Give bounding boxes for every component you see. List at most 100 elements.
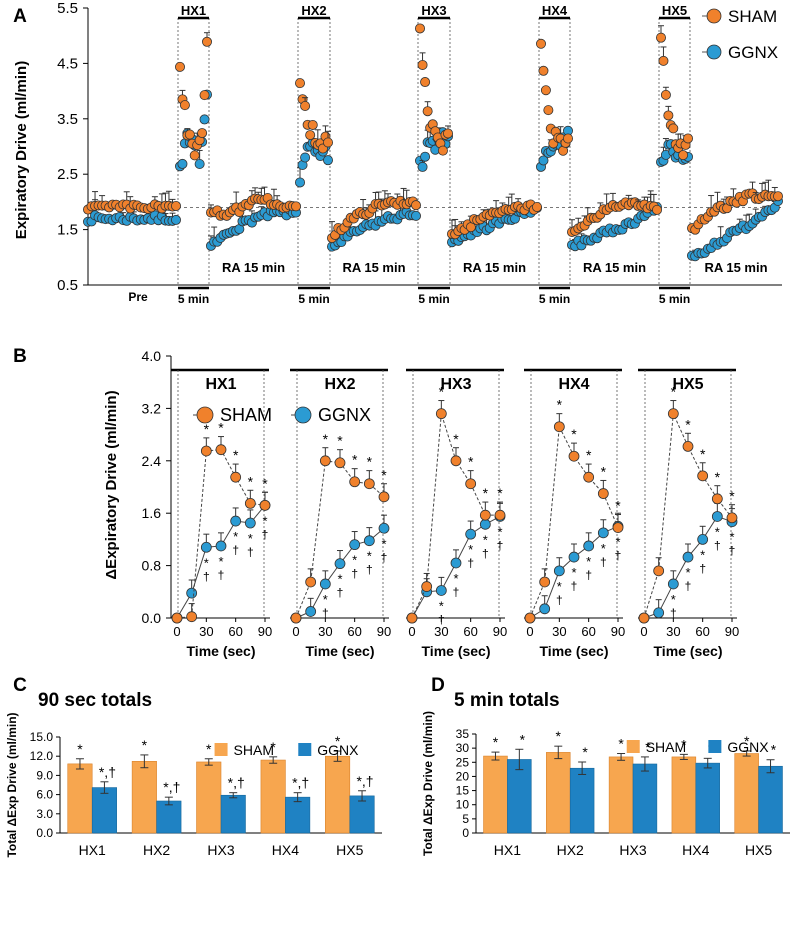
dagger-marker: † <box>203 569 210 583</box>
ggnx-point <box>199 114 210 125</box>
y-tick-label: 35 <box>456 727 470 741</box>
sham-point <box>363 478 375 490</box>
x-tick-label: HX5 <box>745 842 772 858</box>
ggnx-point <box>200 541 212 553</box>
significance-marker: * <box>571 426 577 442</box>
sham-point <box>597 488 609 499</box>
hx-label: HX5 <box>662 3 687 18</box>
sham-point <box>230 471 242 483</box>
sham-point <box>410 200 421 211</box>
significance-marker: * <box>248 531 253 546</box>
five-min-label: 5 min <box>539 292 570 306</box>
sham-point <box>201 36 212 47</box>
significance-marker: * <box>497 524 502 539</box>
dagger-marker: † <box>218 568 225 582</box>
x-tick-label: HX2 <box>557 842 584 858</box>
five-min-label: 5 min <box>298 292 329 306</box>
y-axis-label: ΔExpiratory Drive (ml/min) <box>103 390 120 579</box>
dagger-marker: † <box>729 544 736 558</box>
hx-label: HX3 <box>421 3 446 18</box>
ggnx-point <box>186 587 198 599</box>
sham-point <box>538 65 549 76</box>
y-tick-label: 15 <box>456 784 470 798</box>
significance-marker: * <box>367 454 373 470</box>
y-tick-label: 2.5 <box>57 166 78 183</box>
dagger-marker: † <box>482 546 489 560</box>
y-tick-label: 4.5 <box>57 55 78 72</box>
x-tick-label: 90 <box>611 624 625 639</box>
y-axis-label: Expiratory Drive (ml/min) <box>13 61 30 239</box>
ggnx-point <box>378 522 390 534</box>
y-tick-label: 9.0 <box>36 768 53 782</box>
sham-point <box>300 100 311 111</box>
significance-marker: * <box>204 555 209 570</box>
sham-point <box>414 23 425 34</box>
y-tick-label: 5 <box>462 812 469 826</box>
significance-marker: * <box>248 473 254 489</box>
sham-bar <box>260 759 286 834</box>
dagger-marker: † <box>438 612 445 626</box>
sham-point <box>189 150 200 161</box>
x-tick-label: 60 <box>347 624 361 639</box>
x-tick-label: 30 <box>318 624 332 639</box>
significance-marker: * <box>618 736 624 752</box>
five-min-label: 5 min <box>418 292 449 306</box>
significance-marker: * <box>700 547 705 562</box>
ra-label: RA 15 min <box>704 260 767 275</box>
sham-point <box>653 565 665 577</box>
ggnx-bar <box>758 765 783 834</box>
x-axis-label: Time (sec) <box>540 643 609 659</box>
x-tick-label: 30 <box>666 624 680 639</box>
x-tick-label: 30 <box>434 624 448 639</box>
significance-marker: * <box>352 452 358 468</box>
ggnx-point <box>711 511 723 522</box>
y-axis-label: Total ΔExp Drive (ml/min) <box>5 712 19 857</box>
sham-point <box>171 612 183 624</box>
significance-marker: * <box>557 397 563 413</box>
sham-bar <box>608 756 634 834</box>
significance-marker: * <box>729 488 735 504</box>
ggnx-point <box>322 155 333 166</box>
significance-marker: * <box>233 447 239 463</box>
significance-marker: * <box>744 733 750 749</box>
ggnx-bar <box>91 787 117 834</box>
x-tick-label: HX2 <box>143 842 170 858</box>
sham-point <box>442 128 453 139</box>
dagger-marker: † <box>685 579 692 593</box>
sham-point <box>184 129 195 140</box>
panel-letter: B <box>13 346 27 367</box>
ra-label: RA 15 min <box>583 260 646 275</box>
significance-marker: * <box>601 541 606 556</box>
significance-marker: * <box>204 421 210 437</box>
legend-swatch-sham <box>214 743 228 756</box>
significance-marker: * <box>77 741 83 757</box>
sham-point <box>524 612 536 624</box>
sham-point <box>553 421 565 433</box>
significance-marker: * <box>218 420 224 436</box>
significance-marker: * <box>586 554 591 569</box>
hx-label: HX2 <box>301 3 326 18</box>
y-tick-label: 0 <box>462 826 469 840</box>
y-tick-label: 0.8 <box>142 558 162 574</box>
sham-bar <box>483 755 508 834</box>
x-tick-label: 0 <box>173 624 180 639</box>
sham-point <box>660 89 671 100</box>
significance-marker: * <box>685 416 691 432</box>
significance-marker: * <box>367 549 372 564</box>
legend-marker-sham <box>706 8 722 24</box>
pre-label: Pre <box>128 290 148 304</box>
sham-point <box>290 612 302 624</box>
x-axis-label: Time (sec) <box>654 643 723 659</box>
ggnx-bar <box>285 796 311 834</box>
significance-marker: * <box>468 454 474 470</box>
sham-point <box>179 100 190 111</box>
ggnx-point <box>653 607 665 619</box>
sham-point <box>532 201 543 212</box>
x-tick-label: HX1 <box>79 842 106 858</box>
significance-marker: * <box>270 739 276 755</box>
ggnx-point <box>682 551 694 563</box>
significance-marker: * <box>142 737 148 753</box>
five-min-label: 5 min <box>178 292 209 306</box>
significance-marker: * <box>262 513 267 528</box>
ggnx-point <box>319 578 331 590</box>
